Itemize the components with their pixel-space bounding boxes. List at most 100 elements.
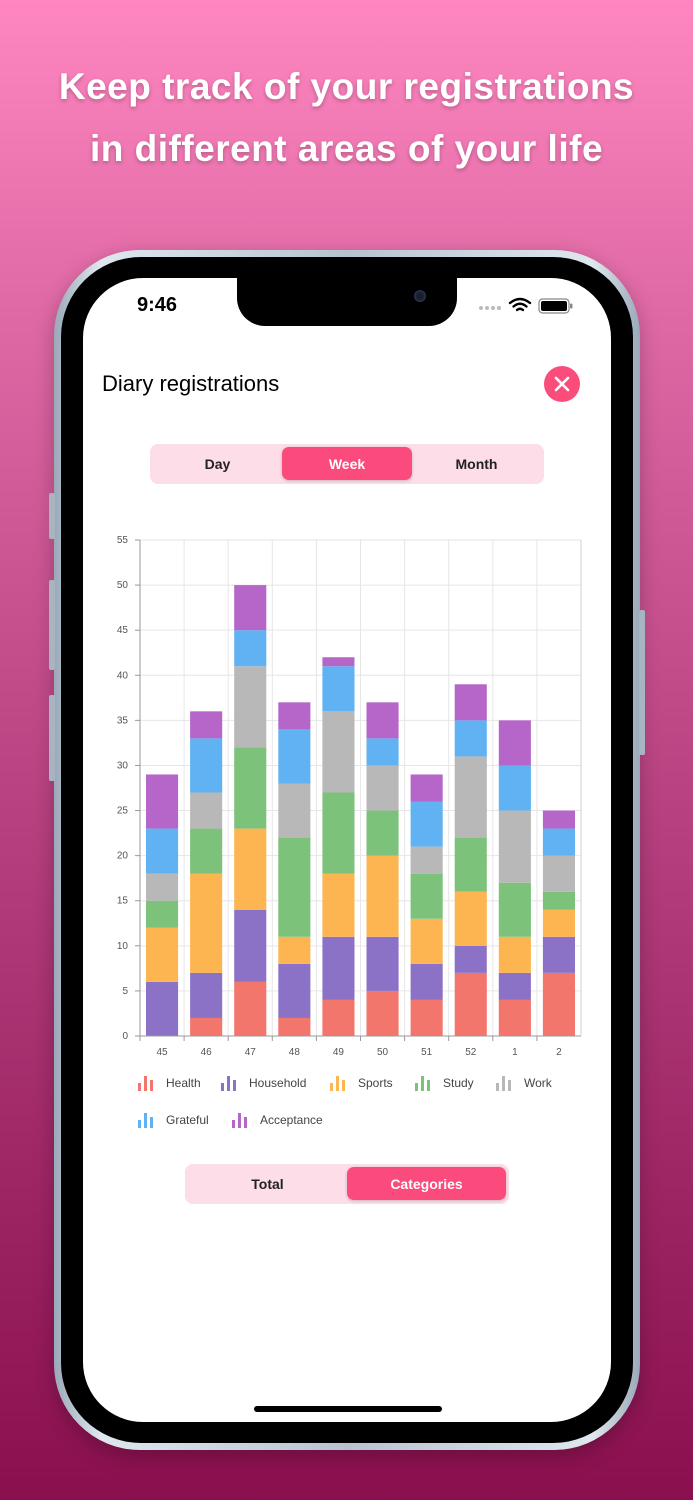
- close-icon: [554, 376, 570, 392]
- bar-segment-work: [454, 756, 487, 838]
- battery-icon: [538, 298, 573, 314]
- bar-segment-household: [498, 972, 531, 1000]
- bar-segment-sports: [190, 873, 223, 973]
- x-tick-label: 52: [465, 1047, 477, 1058]
- bar-segment-work: [278, 783, 311, 838]
- bar-segment-grateful: [322, 666, 355, 712]
- x-tick-label: 45: [156, 1047, 168, 1058]
- bar-segment-grateful: [454, 720, 487, 757]
- legend-bar-icon: [496, 1076, 511, 1091]
- tab-day[interactable]: Day: [204, 455, 231, 472]
- legend-label: Acceptance: [260, 1113, 323, 1127]
- legend-bar-icon: [138, 1113, 153, 1128]
- bar-segment-sports: [542, 909, 575, 937]
- bar-segment-work: [322, 711, 355, 793]
- bar-segment-grateful: [278, 729, 311, 784]
- headline-line-1: Keep track of your registrations: [58, 66, 635, 107]
- phone-volume-up: [49, 580, 55, 670]
- bar-segment-health: [498, 999, 531, 1036]
- headline-line-2: in different areas of your life: [89, 128, 604, 169]
- bar-segment-acceptance: [454, 684, 487, 721]
- legend-label: Grateful: [166, 1113, 209, 1127]
- bar-segment-acceptance: [410, 774, 443, 802]
- bar-segment-sports: [410, 918, 443, 964]
- bar-segment-household: [234, 909, 267, 982]
- y-tick-label: 30: [117, 760, 129, 771]
- home-indicator: [254, 1406, 442, 1412]
- bar-segment-health: [278, 1017, 311, 1036]
- y-tick-label: 20: [117, 851, 129, 862]
- legend-item-study: Study: [414, 1074, 474, 1092]
- bar-segment-sports: [498, 936, 531, 973]
- tab-total[interactable]: Total: [251, 1175, 284, 1192]
- bar-segment-health: [454, 972, 487, 1036]
- bar-segment-household: [366, 936, 399, 991]
- phone-power-button: [639, 610, 645, 755]
- stacked-bar-chart: 0 5 10 15 20 25 30 35 40 45 50 55 45 46 47 48 49 50 51 52 1 2: [117, 535, 582, 1058]
- status-icons: [479, 297, 573, 314]
- bar-segment-health: [410, 999, 443, 1036]
- camera-icon: [414, 290, 426, 302]
- bar-segment-work: [366, 765, 399, 811]
- legend-item-work: Work: [495, 1074, 552, 1092]
- legend-bar-icon: [415, 1076, 430, 1091]
- bar-segment-household: [454, 945, 487, 973]
- legend-bar-icon: [138, 1076, 153, 1091]
- signal-icon: [479, 306, 501, 310]
- tab-categories[interactable]: Categories: [347, 1167, 506, 1200]
- bar-segment-acceptance: [498, 720, 531, 766]
- y-tick-label: 25: [117, 806, 129, 817]
- legend-bar-icon: [330, 1076, 345, 1091]
- legend-item-acceptance: Acceptance: [231, 1111, 323, 1129]
- bar-segment-acceptance: [190, 711, 223, 739]
- status-time: 9:46: [137, 294, 178, 316]
- bar-segment-study: [278, 837, 311, 937]
- bar-segment-grateful: [498, 765, 531, 811]
- legend-item-health: Health: [137, 1074, 201, 1092]
- app-screen: 9:46 Diary registrations Day Week Month …: [83, 278, 611, 1422]
- bar-segment-health: [190, 1017, 223, 1036]
- bar-segment-study: [322, 792, 355, 874]
- phone-silent-switch: [49, 493, 55, 539]
- bar-segment-grateful: [366, 738, 399, 766]
- y-tick-label: 35: [117, 715, 129, 726]
- legend-label: Work: [524, 1076, 552, 1090]
- bar-segment-work: [542, 855, 575, 892]
- view-segmented-control: Total Categories: [185, 1164, 509, 1204]
- bar-segment-sports: [146, 927, 179, 982]
- y-tick-label: 5: [122, 986, 128, 997]
- legend-label: Sports: [358, 1076, 393, 1090]
- bar-segment-study: [190, 828, 223, 874]
- bar-segment-grateful: [190, 738, 223, 793]
- phone-volume-down: [49, 695, 55, 781]
- bar-segment-acceptance: [146, 774, 179, 829]
- wifi-icon: [508, 297, 532, 312]
- legend-bar-icon: [232, 1113, 247, 1128]
- tab-month[interactable]: Month: [455, 455, 498, 472]
- x-tick-label: 51: [421, 1047, 433, 1058]
- bar-segment-health: [542, 972, 575, 1036]
- tab-week[interactable]: Week: [282, 447, 412, 480]
- bar-segment-sports: [366, 855, 399, 937]
- x-tick-label: 2: [556, 1047, 562, 1058]
- bar-segment-health: [234, 981, 267, 1036]
- bar-segment-sports: [278, 936, 311, 964]
- bar-segment-household: [190, 972, 223, 1018]
- legend-bar-icon: [221, 1076, 236, 1091]
- legend-label: Household: [249, 1076, 307, 1090]
- x-tick-label: 1: [512, 1047, 518, 1058]
- bar-segment-health: [366, 990, 399, 1036]
- bar-segment-household: [410, 963, 443, 1000]
- bar-segment-household: [542, 936, 575, 973]
- close-button[interactable]: [544, 366, 580, 402]
- legend-label: Study: [443, 1076, 474, 1090]
- x-tick-label: 47: [245, 1047, 257, 1058]
- notch: [237, 278, 457, 326]
- x-tick-label: 50: [377, 1047, 389, 1058]
- bar-segment-grateful: [542, 828, 575, 856]
- y-tick-label: 40: [117, 670, 129, 681]
- bar-segment-grateful: [410, 801, 443, 847]
- bar-segment-sports: [234, 828, 267, 910]
- bar-segment-acceptance: [542, 810, 575, 829]
- bar-segment-work: [234, 666, 267, 748]
